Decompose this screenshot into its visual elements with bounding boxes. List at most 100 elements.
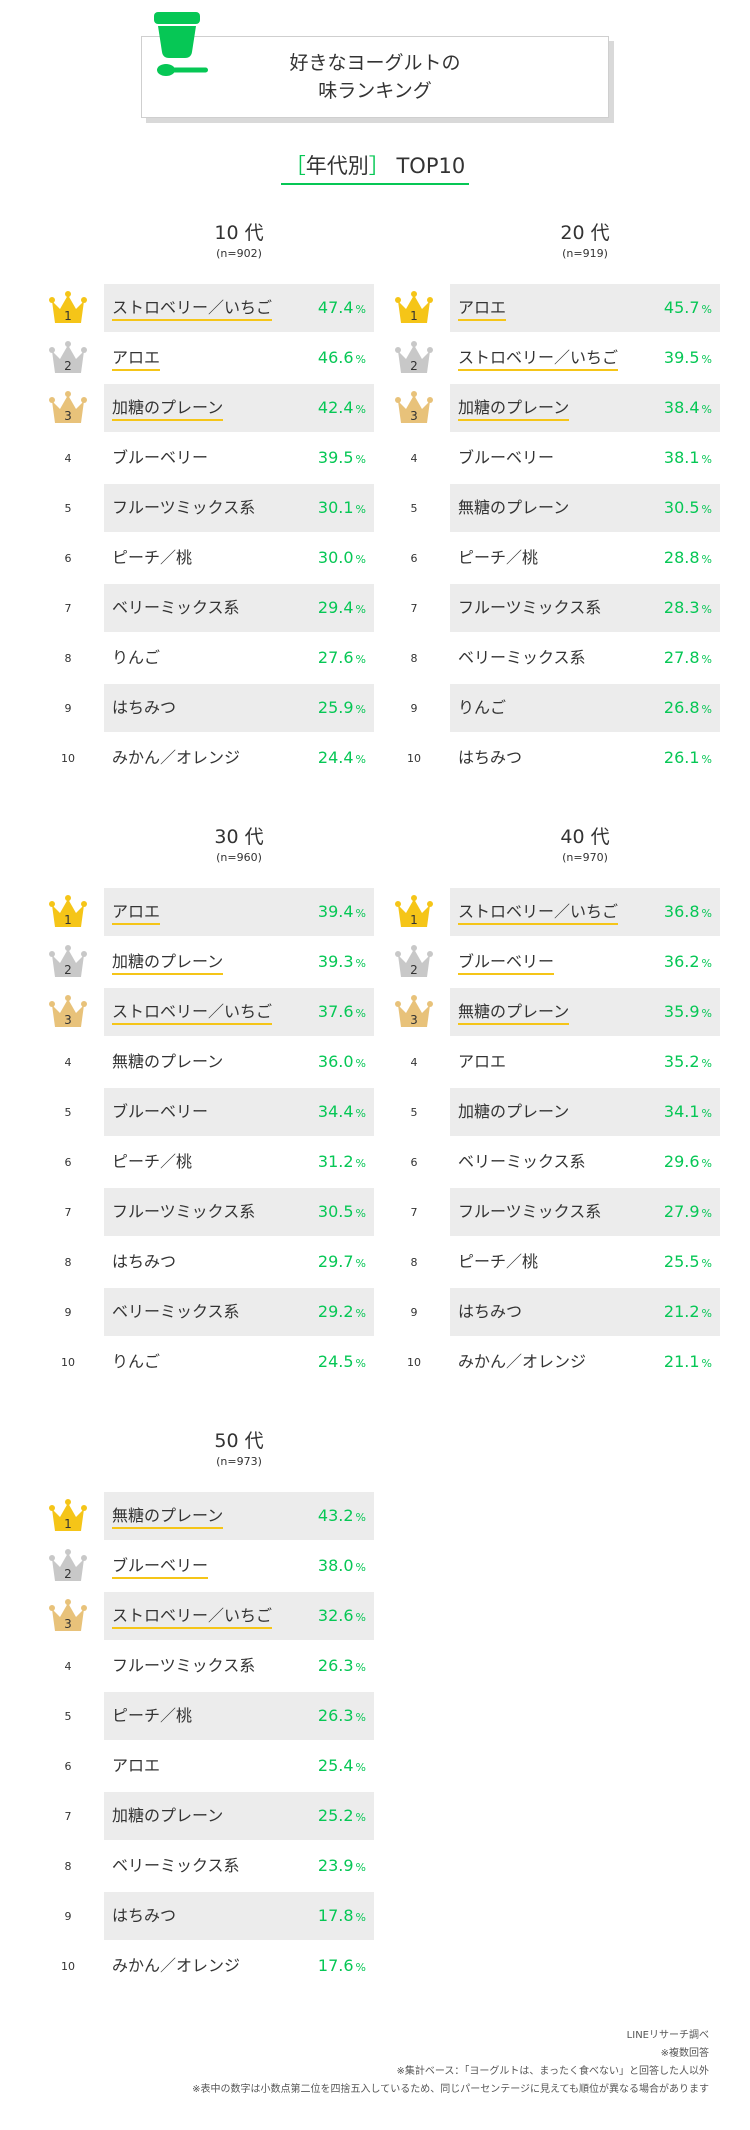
percent-value: 29.7% (318, 1238, 366, 1288)
percent-number: 39.5 (317, 448, 354, 467)
flavor-name: 無糖のプレーン (458, 988, 570, 1036)
ranking-row: 4 ブルーベリー 38.1% (390, 434, 720, 484)
flavor-name: ブルーベリー (112, 1542, 209, 1590)
percent-value: 37.6% (318, 988, 366, 1038)
percent-value: 30.1% (318, 484, 366, 534)
rank-number: 7 (64, 1810, 72, 1823)
ranking-row: 4 フルーツミックス系 26.3% (44, 1642, 374, 1692)
rank-number: 4 (410, 452, 418, 465)
flavor-name: アロエ (112, 1742, 160, 1790)
percent-value: 35.9% (664, 988, 712, 1038)
ranking-panel-40s: 40 代 (n=970) 1 ストロベリー／いちご 36.8% 2 ブルーベリー 36.2% 3… (390, 822, 720, 1388)
yogurt-cup-spoon-icon (154, 12, 208, 76)
flavor-name: ピーチ／桃 (112, 534, 192, 582)
bronze-crown-icon: 3 (49, 391, 87, 423)
bracket-close: ］ (368, 154, 390, 178)
flavor-name-text: ピーチ／桃 (112, 1706, 193, 1725)
percent-number: 38.1 (663, 448, 700, 467)
flavor-name-text: 無糖のプレーン (458, 498, 570, 517)
ranking-row: 6 ピーチ／桃 30.0% (44, 534, 374, 584)
rank-number: 3 (64, 409, 72, 423)
ranking-cell: ストロベリー／いちご 39.5% (450, 334, 720, 382)
ranking-row: 9 ベリーミックス系 29.2% (44, 1288, 374, 1338)
percent-value: 39.5% (664, 334, 712, 384)
flavor-name-text: はちみつ (112, 1252, 177, 1271)
rank-number: 10 (61, 752, 75, 765)
rank-number: 6 (410, 552, 418, 565)
flavor-name: ストロベリー／いちご (112, 284, 273, 332)
percent-value: 21.2% (664, 1288, 712, 1338)
ranking-cell: フルーツミックス系 28.3% (450, 584, 720, 632)
percent-unit: % (355, 503, 366, 516)
percent-value: 36.0% (318, 1038, 366, 1088)
flavor-name: 加糖のプレーン (112, 1792, 223, 1840)
flavor-name: はちみつ (112, 684, 176, 732)
flavor-name: フルーツミックス系 (112, 1642, 255, 1690)
flavor-name: ピーチ／桃 (112, 1692, 192, 1740)
percent-value: 17.8% (318, 1892, 366, 1942)
flavor-name: フルーツミックス系 (112, 1188, 255, 1236)
percent-unit: % (701, 1057, 712, 1070)
rank-number: 10 (407, 1356, 421, 1369)
percent-number: 34.1 (663, 1102, 700, 1121)
ranking-row: 3 加糖のプレーン 42.4% (44, 384, 374, 434)
ranking-cell: りんご 27.6% (104, 634, 374, 682)
percent-unit: % (701, 1307, 712, 1320)
flavor-name-text: 無糖のプレーン (112, 1506, 224, 1529)
percent-value: 24.4% (318, 734, 366, 784)
ranking-cell: ベリーミックス系 23.9% (104, 1842, 374, 1890)
ranking-cell: 加糖のプレーン 25.2% (104, 1792, 374, 1840)
ranking-cell: アロエ 39.4% (104, 888, 374, 936)
ranking-cell: フルーツミックス系 30.5% (104, 1188, 374, 1236)
percent-unit: % (355, 1007, 366, 1020)
ranking-row: 7 フルーツミックス系 28.3% (390, 584, 720, 634)
percent-unit: % (701, 353, 712, 366)
rank-number: 5 (410, 502, 418, 515)
panel-title: 40 代 (560, 826, 610, 848)
percent-number: 28.8 (663, 548, 700, 567)
flavor-name-text: ベリーミックス系 (458, 648, 586, 667)
flavor-name-text: ブルーベリー (112, 1556, 209, 1579)
silver-crown-icon: 2 (395, 341, 433, 373)
percent-number: 30.1 (317, 498, 354, 517)
percent-number: 31.2 (317, 1152, 354, 1171)
flavor-name-text: はちみつ (112, 698, 177, 717)
percent-number: 36.0 (317, 1052, 354, 1071)
ranking-cell: アロエ 46.6% (104, 334, 374, 382)
rank-number: 6 (64, 1760, 72, 1773)
flavor-name-text: フルーツミックス系 (112, 498, 256, 517)
flavor-name-text: ピーチ／桃 (112, 548, 193, 567)
ranking-row: 1 ストロベリー／いちご 36.8% (390, 888, 720, 938)
title-line-2: 味ランキング (318, 80, 432, 102)
section-subtitle: ［年代別］ TOP10 (0, 150, 750, 185)
ranking-row: 7 フルーツミックス系 27.9% (390, 1188, 720, 1238)
ranking-cell: ブルーベリー 38.1% (450, 434, 720, 482)
percent-number: 27.6 (317, 648, 354, 667)
ranking-row: 5 無糖のプレーン 30.5% (390, 484, 720, 534)
percent-value: 26.8% (664, 684, 712, 734)
percent-value: 24.5% (318, 1338, 366, 1388)
percent-number: 25.5 (663, 1252, 700, 1271)
percent-value: 28.3% (664, 584, 712, 634)
percent-number: 25.4 (317, 1756, 354, 1775)
percent-number: 21.1 (663, 1352, 700, 1371)
flavor-name: みかん／オレンジ (112, 734, 240, 782)
panel-sample-size: (n=960) (216, 851, 262, 864)
flavor-name-text: ストロベリー／いちご (112, 1606, 273, 1629)
panel-sample-size: (n=919) (562, 247, 608, 260)
flavor-name-text: アロエ (112, 348, 161, 371)
ranking-cell: みかん／オレンジ 24.4% (104, 734, 374, 782)
flavor-name-text: 加糖のプレーン (458, 1102, 570, 1121)
silver-crown-icon: 2 (395, 945, 433, 977)
percent-number: 35.2 (663, 1052, 700, 1071)
ranking-row: 4 ブルーベリー 39.5% (44, 434, 374, 484)
percent-unit: % (355, 1911, 366, 1924)
percent-value: 39.3% (318, 938, 366, 988)
flavor-name: ベリーミックス系 (458, 1138, 586, 1186)
ranking-cell: フルーツミックス系 27.9% (450, 1188, 720, 1236)
percent-number: 24.5 (317, 1352, 354, 1371)
ranking-row: 7 加糖のプレーン 25.2% (44, 1792, 374, 1842)
ranking-cell: フルーツミックス系 30.1% (104, 484, 374, 532)
flavor-name-text: りんご (112, 648, 161, 667)
ranking-cell: はちみつ 17.8% (104, 1892, 374, 1940)
